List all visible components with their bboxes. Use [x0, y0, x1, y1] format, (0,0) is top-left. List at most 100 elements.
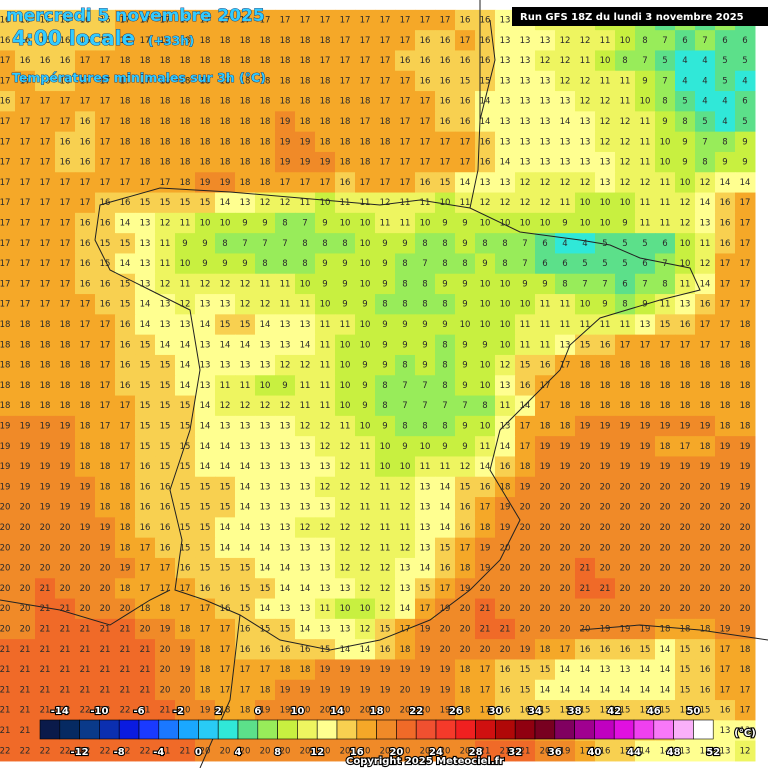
- temp-value: 5: [582, 259, 587, 269]
- temp-value: 10: [220, 219, 231, 229]
- temp-value: 16: [140, 503, 151, 513]
- temp-cell: [255, 111, 276, 133]
- temp-value: 17: [0, 137, 10, 147]
- temp-cell: [75, 91, 96, 112]
- temp-value: 17: [740, 198, 751, 208]
- temp-value: 9: [382, 239, 387, 249]
- temp-value: 10: [660, 137, 671, 147]
- temp-cell: [175, 91, 196, 112]
- temp-value: 17: [340, 76, 351, 86]
- temp-value: 9: [522, 279, 527, 289]
- temp-value: 18: [260, 36, 271, 46]
- temp-value: 21: [40, 685, 51, 695]
- temp-cell: [415, 334, 436, 356]
- temp-value: 18: [580, 401, 591, 411]
- temp-cell: [235, 375, 256, 397]
- legend-box: [653, 719, 674, 740]
- temp-value: 21: [480, 625, 491, 635]
- temp-value: 15: [140, 442, 151, 452]
- temp-cell: [215, 151, 236, 173]
- temp-value: 12: [620, 117, 631, 127]
- temp-value: 5: [602, 259, 607, 269]
- temp-value: 15: [240, 564, 251, 574]
- temp-value: 17: [220, 685, 231, 695]
- temp-cell: [655, 151, 676, 173]
- temp-cell: [275, 70, 296, 92]
- temp-value: 15: [180, 523, 191, 533]
- temp-value: 11: [660, 198, 671, 208]
- temp-value: 17: [220, 665, 231, 675]
- temp-cell: [695, 30, 716, 51]
- temp-value: 19: [740, 462, 751, 472]
- legend-box: [613, 719, 635, 740]
- temp-value: 18: [360, 97, 371, 107]
- temp-cell: [135, 436, 156, 457]
- temp-value: 13: [220, 300, 231, 310]
- temp-value: 20: [700, 543, 711, 553]
- temp-value: 20: [580, 604, 591, 614]
- temp-value: 11: [180, 219, 191, 229]
- temp-value: 16: [520, 381, 531, 391]
- temp-value: 15: [660, 320, 671, 330]
- temp-value: 16: [620, 645, 631, 655]
- temp-value: 16: [440, 117, 451, 127]
- temp-value: 17: [120, 178, 131, 188]
- temp-value: 14: [240, 543, 251, 553]
- temp-value: 20: [620, 564, 631, 574]
- temp-cell: [35, 294, 56, 315]
- temp-cell: [275, 415, 296, 437]
- temp-cell: [0, 111, 16, 133]
- temp-value: 19: [360, 665, 371, 675]
- temp-value: 9: [342, 279, 347, 289]
- temp-value: 11: [320, 361, 331, 371]
- temp-value: 18: [80, 361, 91, 371]
- temp-cell: [235, 314, 256, 336]
- temp-cell: [535, 30, 556, 51]
- temp-value: 21: [140, 685, 151, 695]
- temp-value: 12: [520, 178, 531, 188]
- temp-value: 17: [400, 158, 411, 168]
- temp-cell: [255, 436, 276, 457]
- temp-value: 11: [160, 259, 171, 269]
- temp-value: 11: [320, 401, 331, 411]
- temp-value: 20: [720, 584, 731, 594]
- temp-value: 7: [422, 401, 427, 411]
- temp-value: 21: [0, 726, 10, 736]
- temp-value: 14: [660, 645, 671, 655]
- temp-value: 10: [580, 219, 591, 229]
- temp-value: 17: [200, 625, 211, 635]
- temp-value: 11: [700, 239, 711, 249]
- temp-value: 13: [520, 97, 531, 107]
- temp-value: 18: [660, 442, 671, 452]
- temp-cell: [735, 131, 756, 153]
- temp-value: 12: [360, 625, 371, 635]
- temp-cell: [715, 375, 736, 397]
- temp-value: 20: [20, 604, 31, 614]
- temp-value: 14: [220, 340, 231, 350]
- temp-value: 11: [440, 462, 451, 472]
- temp-cell: [695, 253, 716, 275]
- temp-cell: [555, 111, 576, 133]
- temp-cell: [355, 91, 376, 112]
- temp-value: 13: [500, 36, 511, 46]
- legend-label: 30: [488, 706, 502, 717]
- temp-value: 17: [480, 685, 491, 695]
- temp-value: 19: [0, 482, 10, 492]
- temp-value: 17: [0, 239, 10, 249]
- temp-value: 16: [160, 482, 171, 492]
- temp-value: 18: [200, 97, 211, 107]
- temp-cell: [335, 354, 356, 376]
- temp-cell: [35, 111, 56, 133]
- temp-cell: [115, 334, 136, 356]
- temp-value: 14: [300, 625, 311, 635]
- temp-value: 12: [500, 361, 511, 371]
- temp-cell: [455, 111, 476, 133]
- temp-value: 17: [420, 137, 431, 147]
- temp-cell: [135, 334, 156, 356]
- temp-value: 21: [60, 685, 71, 695]
- temp-cell: [695, 212, 716, 234]
- temp-cell: [275, 212, 296, 234]
- legend-label: -14: [51, 706, 69, 717]
- date-title: mercredi 5 novembre 2025: [6, 6, 265, 26]
- temp-cell: [335, 436, 356, 457]
